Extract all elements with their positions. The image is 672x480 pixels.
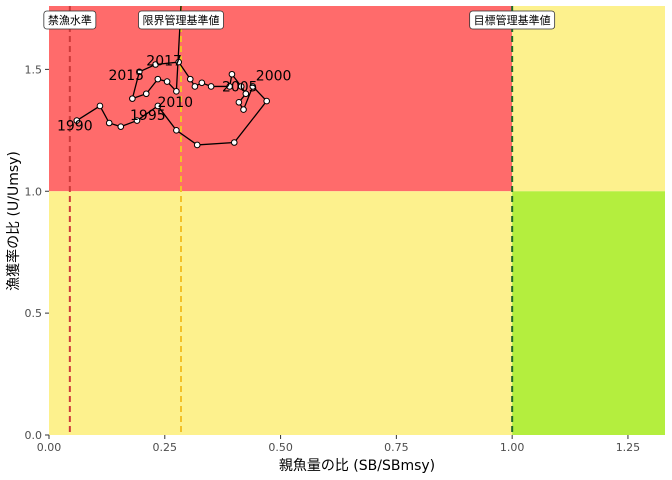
y-tick-label: 1.5 <box>25 63 43 76</box>
x-tick-label: 0.50 <box>268 441 293 454</box>
point-2005 <box>228 70 236 78</box>
year-label-1995: 1995 <box>130 108 166 124</box>
point-1990 <box>73 117 81 124</box>
point-1992 <box>105 119 113 127</box>
point-2008 <box>198 79 206 87</box>
x-tick-label: 1.25 <box>616 441 641 454</box>
reference-lines-layer <box>68 6 514 435</box>
zone-overfished-overfishing <box>49 6 513 192</box>
point-2013 <box>136 68 143 76</box>
point-1991 <box>96 102 104 110</box>
year-label-2000: 2000 <box>256 68 292 84</box>
point-2009 <box>191 83 199 90</box>
point-2011 <box>175 58 182 66</box>
point-2016 <box>154 75 162 83</box>
point-1994 <box>133 117 141 124</box>
year-label-2015: 2015 <box>108 68 144 84</box>
point-1997 <box>193 141 201 149</box>
point-2003 <box>242 90 250 98</box>
point-2006 <box>226 83 233 90</box>
x-tick-label: 0.75 <box>384 441 409 454</box>
zone-overfishing <box>512 6 665 192</box>
x-tick-label: 0.00 <box>37 441 62 454</box>
point-2010 <box>186 75 194 83</box>
point-1995 <box>154 102 162 110</box>
point-1996 <box>173 127 180 134</box>
y-tick-label: 1.0 <box>25 185 43 198</box>
point-1993 <box>117 123 125 130</box>
point-2007 <box>207 83 215 90</box>
reference-label: 禁漁水準 <box>43 10 97 30</box>
year-label-2005: 2005 <box>222 79 258 95</box>
point-2001 <box>240 106 247 113</box>
y-tick-label: 0.5 <box>25 307 43 320</box>
x-axis-title: 親魚量の比 (SB/SBmsy) <box>279 458 435 474</box>
year-label-1990: 1990 <box>57 119 93 135</box>
point-2015 <box>142 90 150 98</box>
point-1999 <box>263 97 270 105</box>
reference-label: 目標管理基準値 <box>469 10 556 30</box>
point-2017 <box>163 78 171 85</box>
zone-healthy <box>512 191 665 435</box>
zone-overfished <box>49 191 513 435</box>
point-1998 <box>230 139 238 146</box>
reference-label: 限界管理基準値 <box>138 10 224 30</box>
x-tick-label: 1.00 <box>500 441 525 454</box>
point-2002 <box>235 98 243 106</box>
reference-labels-layer: 禁漁水準 限界管理基準値 目標管理基準値 <box>43 10 556 30</box>
y-axis-title: 漁獲率の比 (U/Umsy) <box>5 151 22 291</box>
point-2000 <box>249 83 257 90</box>
reference-label-box <box>138 10 224 30</box>
year-label-2017: 2017 <box>146 54 182 70</box>
axis-layer: 0.00 0.25 0.50 0.75 1.00 1.25 0.0 0.5 1.0 1.5 <box>25 63 641 454</box>
trajectory-layer <box>73 5 270 149</box>
point-2014 <box>129 95 136 102</box>
reference-label-box <box>469 10 556 30</box>
y-tick-label: 0.0 <box>25 429 43 442</box>
point-2004 <box>237 83 245 90</box>
year-label-2010: 2010 <box>157 95 193 111</box>
zones-layer <box>49 6 665 435</box>
x-tick-label: 0.25 <box>153 441 178 454</box>
reference-label-text: 限界管理基準値 <box>143 13 220 27</box>
reference-label-box <box>43 10 97 30</box>
point-2018 <box>173 88 180 95</box>
reference-label-text: 目標管理基準値 <box>474 13 551 27</box>
point-2012 <box>152 61 159 68</box>
reference-label-text: 禁漁水準 <box>48 13 92 27</box>
